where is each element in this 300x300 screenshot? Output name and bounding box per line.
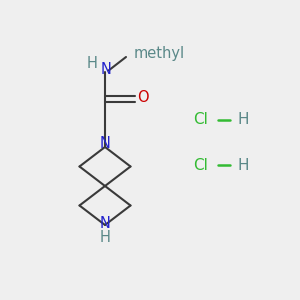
Text: methyl: methyl xyxy=(0,299,1,300)
Text: H: H xyxy=(87,56,98,70)
Text: N: N xyxy=(100,216,110,231)
Text: Cl: Cl xyxy=(194,112,208,128)
Text: H: H xyxy=(237,112,249,128)
Text: N: N xyxy=(100,136,110,151)
Text: H: H xyxy=(100,230,110,245)
Text: H: H xyxy=(237,158,249,172)
Text: N: N xyxy=(101,62,112,77)
Text: methyl: methyl xyxy=(134,46,184,62)
Text: O: O xyxy=(138,90,149,105)
Text: Cl: Cl xyxy=(194,158,208,172)
